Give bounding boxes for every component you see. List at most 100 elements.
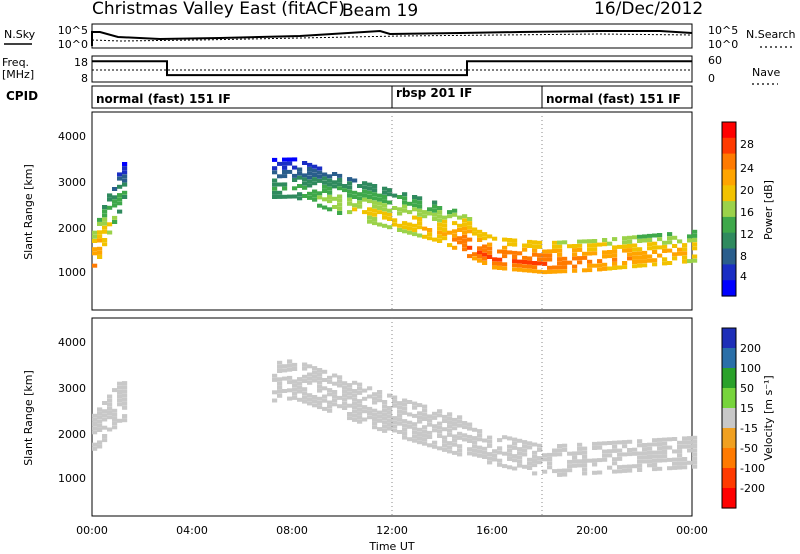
cpid-label: CPID bbox=[6, 89, 38, 103]
velocity-echo-cell bbox=[277, 377, 283, 382]
velocity-echo-cell bbox=[382, 400, 388, 404]
power-echo-cell bbox=[347, 210, 353, 215]
power-echo-cell bbox=[482, 232, 488, 237]
velocity-echo-cell bbox=[692, 439, 698, 444]
velocity-echo-cell bbox=[427, 435, 433, 439]
velocity-echo-cell bbox=[412, 401, 418, 406]
velocity-echo-cell bbox=[652, 450, 658, 455]
power-echo-cell bbox=[482, 252, 488, 257]
power-echo-cell bbox=[307, 162, 313, 167]
velocity-echo-cell bbox=[427, 443, 433, 448]
velocity-echo-cell bbox=[457, 435, 463, 440]
velocity-echo-cell bbox=[397, 409, 403, 414]
power-echo-cell bbox=[372, 196, 378, 201]
velocity-echo-cell bbox=[402, 427, 408, 432]
power-echo-cell bbox=[652, 262, 658, 267]
power-echo-cell bbox=[642, 234, 648, 239]
power-echo-cell bbox=[467, 217, 473, 221]
power-echo-cell bbox=[607, 250, 613, 254]
power-echo-cell bbox=[512, 238, 518, 243]
power-echo-cell bbox=[327, 190, 333, 195]
velocity-echo-cell bbox=[427, 430, 433, 435]
power-echo-cell bbox=[587, 243, 593, 248]
power-echo-cell bbox=[637, 239, 643, 243]
velocity-echo-cell bbox=[382, 424, 388, 429]
power-echo-cell bbox=[317, 203, 323, 208]
power-echo-cell bbox=[317, 191, 323, 196]
velocity-echo-cell bbox=[567, 451, 573, 456]
velocity-echo-cell bbox=[312, 395, 318, 399]
velocity-echo-cell bbox=[352, 413, 358, 418]
velocity-echo-cell bbox=[522, 464, 528, 469]
velocity-echo-cell bbox=[542, 457, 548, 462]
velocity-echo-cell bbox=[467, 426, 473, 431]
power-echo-cell bbox=[662, 244, 668, 249]
power-echo-cell bbox=[337, 206, 343, 211]
velocity-echo-cell bbox=[552, 452, 558, 457]
power-echo-cell bbox=[102, 213, 108, 218]
velocity-echo-cell bbox=[392, 403, 398, 408]
velocity-echo-cell bbox=[347, 383, 353, 388]
velocity-echo-cell bbox=[592, 470, 598, 475]
power-echo-cell bbox=[307, 195, 313, 200]
power-echo-cell bbox=[472, 256, 478, 261]
velocity-echo-cell bbox=[367, 386, 373, 391]
power-echo-cell bbox=[417, 196, 423, 201]
velocity-echo-cell bbox=[352, 389, 358, 393]
power-echo-cell bbox=[282, 194, 288, 199]
velocity-echo-cell bbox=[612, 457, 618, 462]
power-echo-cell bbox=[422, 214, 428, 219]
velocity-echo-cell bbox=[647, 459, 653, 464]
power-echo-cell bbox=[352, 195, 358, 199]
power-echo-cell bbox=[117, 197, 123, 202]
power-echo-cell bbox=[112, 199, 118, 204]
velocity-echo-cell bbox=[112, 412, 118, 417]
velocity-echo-cell bbox=[652, 438, 658, 443]
power-echo-cell bbox=[477, 250, 483, 255]
velocity-echo-cell bbox=[682, 444, 688, 449]
velocity-echo-cell bbox=[352, 380, 358, 385]
power-echo-cell bbox=[497, 266, 503, 270]
power-echo-cell bbox=[392, 218, 398, 223]
power-echo-cell bbox=[497, 249, 503, 254]
power-echo-cell bbox=[477, 246, 483, 251]
power-scale-label: Power [dB] bbox=[762, 180, 775, 240]
power-echo-cell bbox=[362, 185, 368, 190]
power-echo-layer bbox=[92, 157, 698, 275]
velocity-tick-15: 15 bbox=[740, 402, 754, 415]
velocity-echo-cell bbox=[472, 427, 478, 432]
velocity-echo-cell bbox=[332, 381, 338, 386]
velocity-echo-cell bbox=[397, 430, 403, 434]
velocity-echo-cell bbox=[117, 394, 123, 399]
power-echo-cell bbox=[302, 181, 308, 186]
nsearch-label: N.Search bbox=[746, 28, 796, 41]
velocity-echo-cell bbox=[552, 448, 558, 453]
velocity-echo-cell bbox=[672, 437, 678, 441]
velocity-echo-cell bbox=[442, 414, 448, 419]
power-echo-cell bbox=[417, 233, 423, 238]
power-echo-cell bbox=[467, 245, 473, 250]
power-echo-cell bbox=[612, 245, 618, 250]
power-echo-cell bbox=[487, 246, 493, 251]
velocity-echo-cell bbox=[412, 405, 418, 410]
power-echo-cell bbox=[522, 255, 528, 260]
velocity-colorbar-swatch bbox=[722, 448, 736, 469]
velocity-echo-cell bbox=[467, 439, 473, 443]
velocity-echo-cell bbox=[342, 389, 348, 394]
power-echo-cell bbox=[307, 171, 313, 176]
power-echo-cell bbox=[332, 196, 338, 201]
velocity-echo-cell bbox=[612, 461, 618, 466]
power-echo-cell bbox=[502, 245, 508, 250]
velocity-echo-cell bbox=[302, 379, 308, 383]
power-echo-cell bbox=[362, 193, 368, 198]
velocity-echo-cell bbox=[567, 459, 573, 464]
power-echo-cell bbox=[637, 247, 643, 252]
velocity-echo-cell bbox=[532, 450, 538, 455]
power-echo-cell bbox=[637, 234, 643, 239]
power-echo-cell bbox=[337, 173, 343, 178]
power-echo-cell bbox=[602, 266, 608, 271]
velocity-echo-cell bbox=[497, 458, 503, 463]
velocity-echo-cell bbox=[292, 383, 298, 388]
power-echo-cell bbox=[557, 265, 563, 270]
power-echo-cell bbox=[287, 161, 293, 166]
